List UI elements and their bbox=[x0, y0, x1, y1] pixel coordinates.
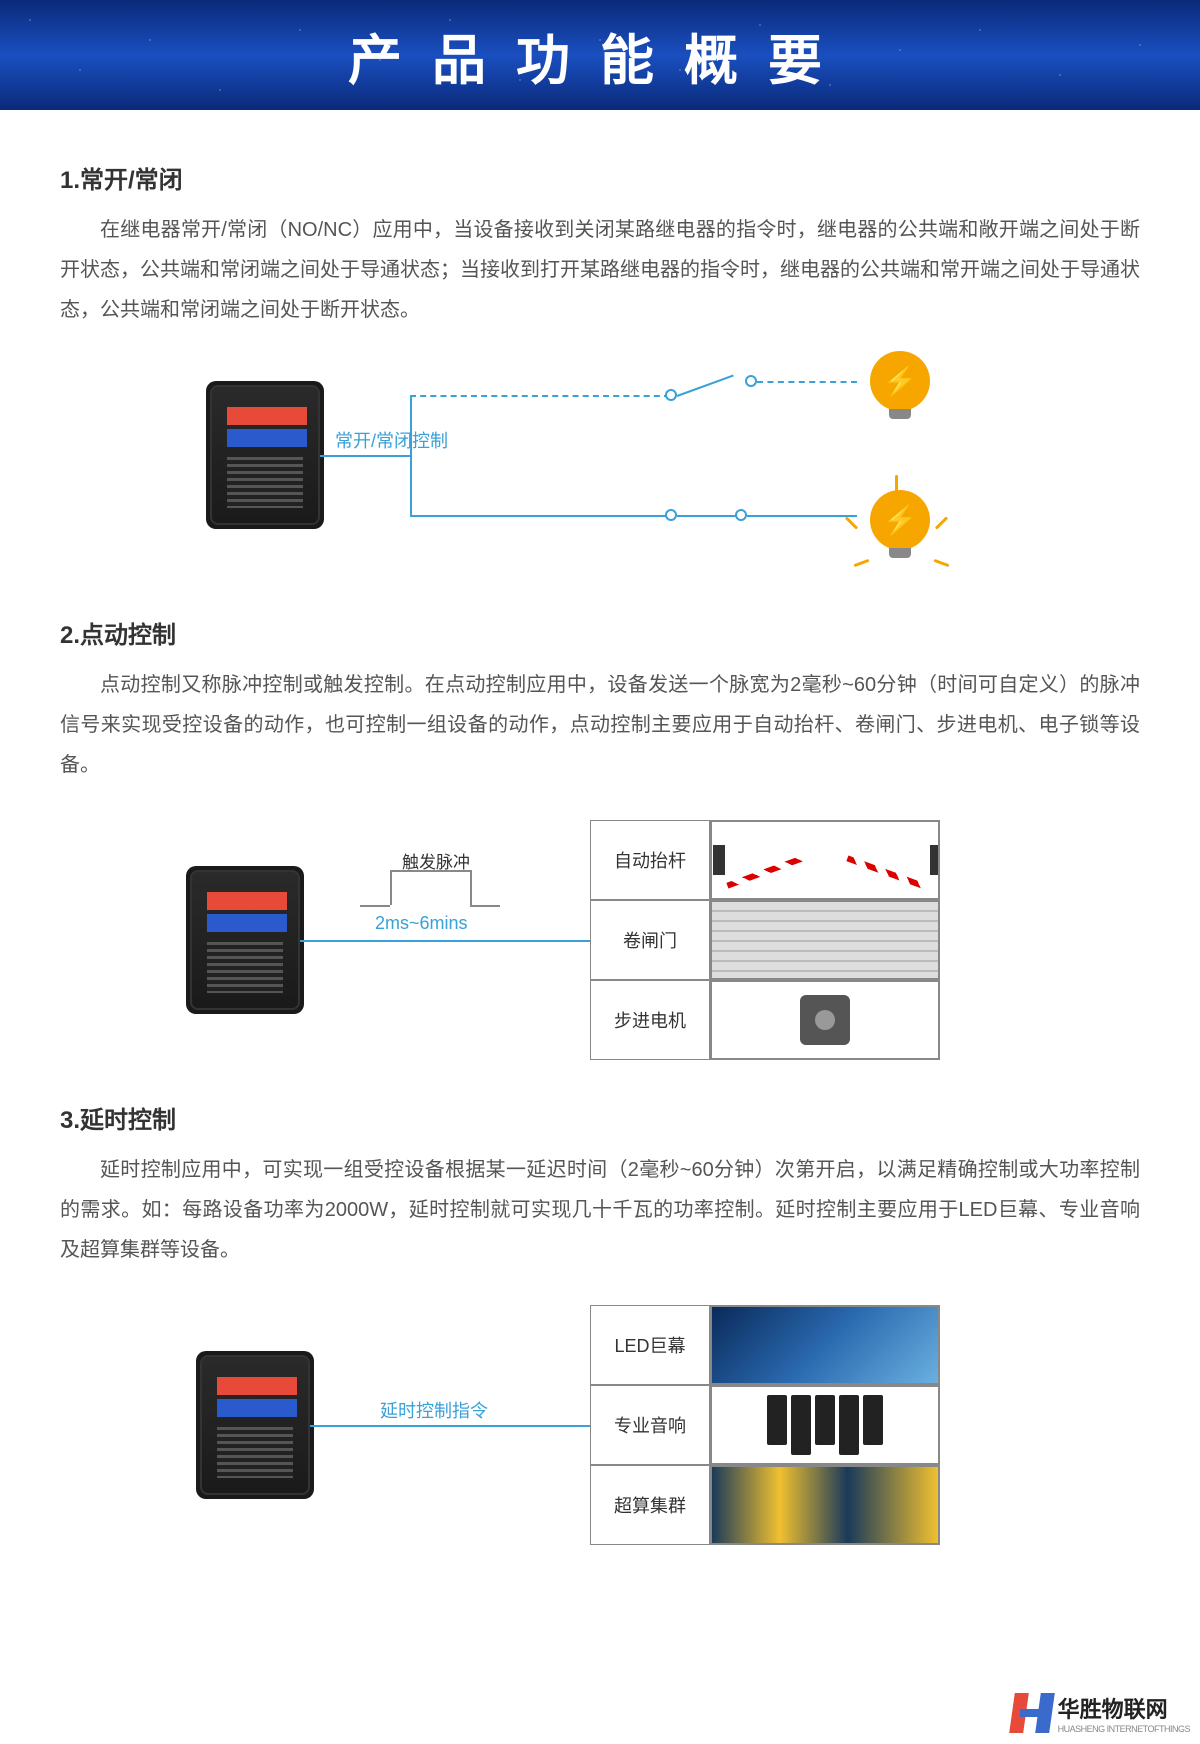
grid-label-1: 自动抬杆 bbox=[590, 820, 710, 900]
relay-device-icon bbox=[190, 870, 300, 1010]
led-wall-image bbox=[710, 1305, 940, 1385]
server-cluster-image bbox=[710, 1465, 940, 1545]
section-2-body: 点动控制又称脉冲控制或触发控制。在点动控制应用中，设备发送一个脉宽为2毫秒~60… bbox=[60, 665, 1140, 785]
pulse-label: 触发脉冲 bbox=[402, 848, 470, 873]
section-delay: 3.延时控制 延时控制应用中，可实现一组受控设备根据某一延迟时间（2毫秒~60分… bbox=[60, 1100, 1140, 1545]
section-3-title: 3.延时控制 bbox=[60, 1100, 1140, 1135]
grid-label-3: 步进电机 bbox=[590, 980, 710, 1060]
diagram-pulse: 触发脉冲 2ms~6mins 自动抬杆 卷闸门 步进电机 bbox=[150, 810, 1050, 1070]
rolldoor-image bbox=[710, 900, 940, 980]
section-3-body: 延时控制应用中，可实现一组受控设备根据某一延迟时间（2毫秒~60分钟）次第开启，… bbox=[60, 1150, 1140, 1270]
section-2-title: 2.点动控制 bbox=[60, 615, 1140, 650]
diagram-delay: 延时控制指令 LED巨幕 专业音响 超算集群 bbox=[150, 1295, 1050, 1545]
grid-label-2: 卷闸门 bbox=[590, 900, 710, 980]
page-header: 产品功能概要 bbox=[0, 0, 1200, 110]
diagram-no-nc: 常开/常闭控制 ⚡ ⚡ bbox=[150, 355, 1050, 585]
speakers-image bbox=[710, 1385, 940, 1465]
diagram-3-label: 延时控制指令 bbox=[380, 1397, 488, 1423]
relay-device-icon bbox=[210, 385, 320, 525]
grid-label-audio: 专业音响 bbox=[590, 1385, 710, 1465]
content-area: 1.常开/常闭 在继电器常开/常闭（NO/NC）应用中，当设备接收到关闭某路继电… bbox=[0, 110, 1200, 1605]
page-title: 产品功能概要 bbox=[348, 16, 852, 95]
logo-icon bbox=[1012, 1693, 1052, 1733]
section-1-body: 在继电器常开/常闭（NO/NC）应用中，当设备接收到关闭某路继电器的指令时，继电… bbox=[60, 210, 1140, 330]
section-pulse: 2.点动控制 点动控制又称脉冲控制或触发控制。在点动控制应用中，设备发送一个脉宽… bbox=[60, 615, 1140, 1070]
bulb-on-icon: ⚡ bbox=[870, 490, 930, 550]
relay-device-icon bbox=[200, 1355, 310, 1495]
section-1-title: 1.常开/常闭 bbox=[60, 160, 1140, 195]
watermark-logo: 华胜物联网 HUASHENG INTERNETOFTHINGS bbox=[1012, 1692, 1190, 1734]
gate-image bbox=[710, 820, 940, 900]
section-no-nc: 1.常开/常闭 在继电器常开/常闭（NO/NC）应用中，当设备接收到关闭某路继电… bbox=[60, 160, 1140, 585]
diagram-1-label: 常开/常闭控制 bbox=[335, 427, 448, 453]
bulb-off-icon: ⚡ bbox=[870, 351, 930, 411]
motor-image bbox=[710, 980, 940, 1060]
watermark-cn: 华胜物联网 bbox=[1058, 1692, 1190, 1724]
grid-label-led: LED巨幕 bbox=[590, 1305, 710, 1385]
pulse-range: 2ms~6mins bbox=[375, 913, 468, 934]
watermark-en: HUASHENG INTERNETOFTHINGS bbox=[1058, 1724, 1190, 1734]
grid-label-hpc: 超算集群 bbox=[590, 1465, 710, 1545]
